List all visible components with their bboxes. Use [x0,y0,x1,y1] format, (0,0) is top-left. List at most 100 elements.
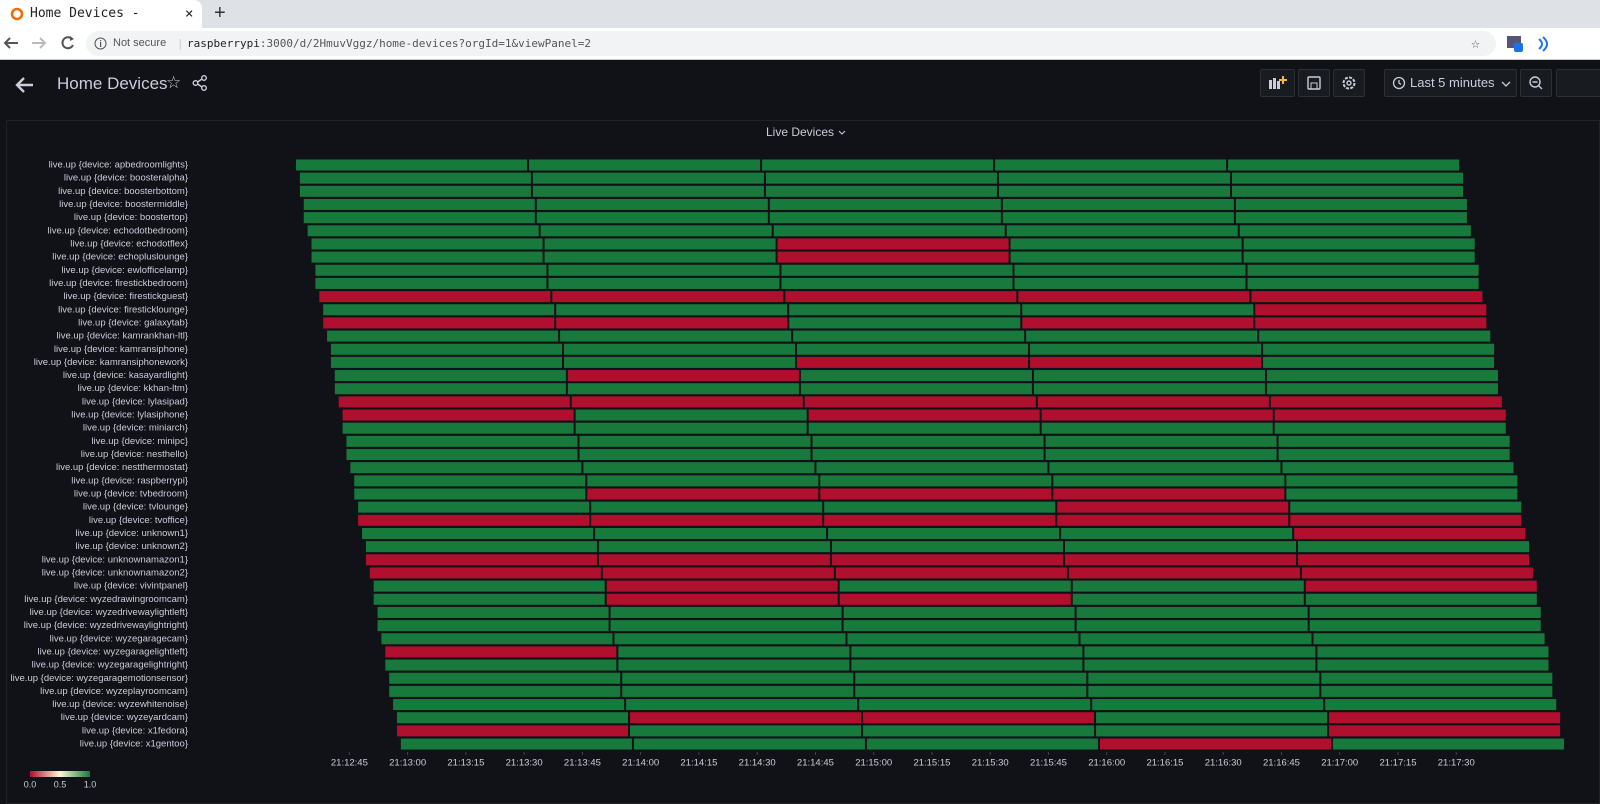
x-tick-label: 21:16:30 [1205,758,1242,769]
segment [622,672,854,684]
segment [544,238,776,250]
nav-buttons[interactable] [0,28,86,59]
segment [598,554,830,566]
segment [1317,659,1549,671]
url-field[interactable]: Not secure | raspberrypi:3000/d/2HmuvVgg… [86,31,1496,56]
bookmark-star[interactable]: ☆ [1471,34,1481,52]
x-tick-label: 21:16:15 [1146,758,1183,769]
segment [1084,659,1316,671]
segment [338,396,570,408]
series-label: live.up {device: kasayardlight} [63,370,188,381]
segment [354,475,586,487]
x-tick-label: 21:13:45 [564,758,601,769]
settings-button[interactable] [1333,69,1365,97]
segment [1018,291,1250,303]
panel-title: Live Devices [766,125,834,139]
segment [1298,541,1530,553]
segment [579,435,811,447]
segment [591,501,823,513]
segment [820,475,1052,487]
segment [1255,304,1487,316]
back-button[interactable] [14,74,36,96]
time-picker[interactable]: Last 5 minutes [1384,69,1517,97]
segment [334,383,566,395]
segment [781,277,1013,289]
x-tick-label: 21:13:30 [506,758,543,769]
segment [630,712,862,724]
segment [1278,435,1510,447]
tab-close[interactable]: × [185,6,194,22]
segment [1057,514,1289,526]
segment [1239,225,1471,237]
segment [1014,264,1246,276]
segment [1329,712,1561,724]
segment [1076,620,1308,632]
extensions[interactable] [1505,34,1565,54]
segment [866,738,1098,750]
segment [1266,370,1498,382]
segment [602,567,834,579]
segment [808,422,1040,434]
segment [1266,383,1498,395]
segment [1068,567,1300,579]
series-label: live.up {device: wyzegaragemotionsensor} [11,673,188,684]
segment [567,370,799,382]
new-tab[interactable]: + [214,2,226,24]
legend-tick-label: 1.0 [84,779,97,789]
segment [606,580,838,592]
series-label: live.up {device: x1fedora} [82,725,188,736]
segment [1096,712,1328,724]
segment [1278,449,1510,461]
segment [998,172,1230,184]
series-label: live.up {device: echopluslounge} [52,252,188,263]
segment [529,159,761,171]
x-tick-label: 21:12:45 [331,758,368,769]
segment [1301,567,1533,579]
segment [311,251,543,263]
dashboard-title: Home Devices [57,74,168,93]
separator: | [177,37,184,50]
segment [358,501,590,513]
segment [804,396,1036,408]
segment [800,383,1032,395]
segment [765,185,997,197]
segment [1033,370,1265,382]
legend-tick-label: 0.5 [54,779,67,789]
add-panel-button[interactable] [1260,69,1295,97]
segment [793,330,1025,342]
segment [1037,396,1269,408]
segment [587,488,819,500]
segment [1263,343,1495,355]
series-label: live.up {device: wyzegaragelightleft} [37,646,188,657]
segment [622,685,854,697]
segment [1247,264,1479,276]
series-label: live.up {device: wyzeplayroomcam} [40,686,188,697]
panel-menu-chevron[interactable] [838,130,846,135]
segment [855,672,1087,684]
zoom-out-icon [1529,76,1543,90]
segment [851,646,1083,658]
segment [1010,238,1242,250]
segment [610,606,842,618]
segment [591,514,823,526]
star-button[interactable]: ☆ [166,73,182,92]
zoom-out-button[interactable] [1520,69,1552,97]
share-button[interactable] [192,75,208,91]
segment [1084,646,1316,658]
segment [1006,225,1238,237]
refresh-button[interactable] [1556,69,1600,97]
series-label: live.up {device: unknownamazon2} [42,567,188,578]
segment [1072,593,1304,605]
segment [785,291,1017,303]
segment [1049,462,1281,474]
segment [1088,672,1320,684]
segment [342,409,574,421]
segment [381,633,613,645]
segment [556,317,788,329]
series-label: live.up {device: apbedroomlights} [49,160,188,171]
save-button[interactable] [1298,69,1330,97]
security-label: Not secure [113,37,167,49]
segment [1305,593,1537,605]
segment [769,212,1001,224]
series-label: live.up {device: x1gentoo} [80,739,188,750]
